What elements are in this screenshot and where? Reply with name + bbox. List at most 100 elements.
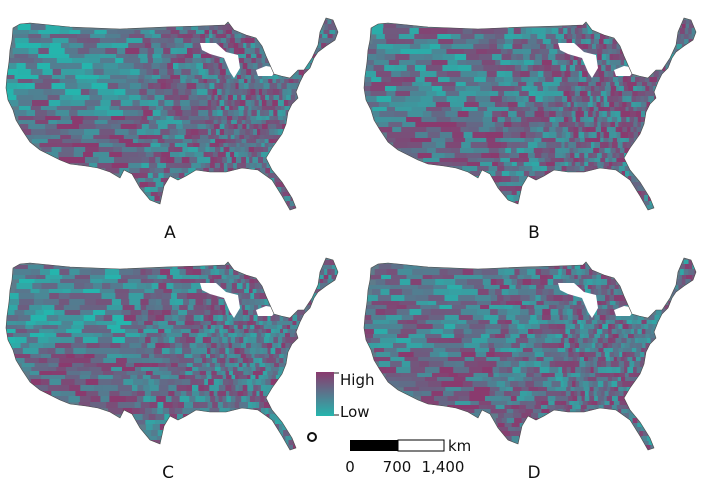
county-cell bbox=[501, 396, 512, 402]
county-cell bbox=[577, 320, 582, 325]
county-cell bbox=[225, 385, 232, 392]
county-cell bbox=[6, 305, 19, 311]
county-cell bbox=[164, 343, 171, 349]
county-cell bbox=[29, 343, 44, 349]
county-cell bbox=[60, 129, 69, 136]
county-cell bbox=[509, 285, 517, 290]
county-cell bbox=[231, 100, 235, 107]
county-cell bbox=[111, 367, 123, 372]
county-cell bbox=[255, 299, 261, 306]
county-cell bbox=[374, 117, 391, 123]
county-cell bbox=[148, 106, 157, 111]
county-cell bbox=[43, 310, 55, 316]
county-cell bbox=[597, 49, 603, 55]
county-cell bbox=[142, 363, 153, 368]
county-cell bbox=[400, 49, 418, 55]
county-cell bbox=[110, 100, 122, 107]
county-cell bbox=[522, 107, 531, 112]
county-cell bbox=[180, 337, 187, 344]
county-cell bbox=[185, 129, 192, 136]
county-cell bbox=[587, 102, 594, 108]
county-cell bbox=[574, 28, 579, 35]
county-cell bbox=[495, 138, 501, 143]
county-cell bbox=[421, 138, 432, 143]
county-cell bbox=[664, 71, 670, 78]
county-cell bbox=[386, 132, 401, 139]
county-cell bbox=[508, 329, 519, 335]
county-cell bbox=[114, 157, 129, 164]
county-cell bbox=[163, 354, 171, 359]
county-cell bbox=[209, 163, 216, 169]
county-cell bbox=[216, 265, 221, 270]
county-cell bbox=[214, 69, 221, 76]
county-cell bbox=[500, 49, 508, 55]
county-cell bbox=[461, 352, 476, 358]
county-cell bbox=[242, 89, 248, 96]
county-cell bbox=[56, 143, 73, 148]
county-cell bbox=[157, 337, 164, 344]
county-cell bbox=[544, 338, 553, 344]
county-cell bbox=[399, 301, 417, 306]
county-cell bbox=[283, 329, 288, 334]
county-cell bbox=[504, 423, 513, 428]
county-cell bbox=[529, 71, 539, 78]
county-cell bbox=[415, 77, 426, 83]
county-cell bbox=[219, 408, 226, 415]
county-cell bbox=[521, 65, 529, 72]
county-cell bbox=[200, 34, 206, 39]
county-choropleth-a bbox=[5, 17, 339, 211]
county-cell bbox=[261, 379, 266, 386]
county-cell bbox=[555, 391, 562, 397]
county-cell bbox=[266, 385, 272, 392]
county-cell bbox=[427, 132, 441, 139]
county-cell bbox=[541, 138, 549, 143]
county-cell bbox=[426, 338, 439, 344]
county-cell bbox=[198, 106, 207, 111]
county-cell bbox=[587, 338, 594, 344]
county-cell bbox=[15, 43, 29, 49]
county-cell bbox=[648, 96, 655, 103]
county-cell bbox=[451, 44, 464, 50]
county-cell bbox=[605, 357, 611, 362]
county-cell bbox=[238, 385, 244, 392]
county-cell bbox=[238, 363, 243, 368]
county-cell bbox=[152, 363, 159, 368]
county-cell bbox=[511, 191, 518, 196]
county-cell bbox=[429, 352, 440, 358]
county-cell bbox=[150, 396, 157, 403]
county-cell bbox=[626, 352, 630, 358]
county-cell bbox=[32, 283, 42, 290]
county-cell bbox=[164, 265, 173, 270]
county-cell bbox=[238, 116, 244, 121]
county-cell bbox=[111, 299, 122, 306]
county-cell bbox=[641, 117, 647, 123]
county-cell bbox=[229, 89, 235, 96]
county-cell bbox=[193, 305, 204, 311]
county-cell bbox=[174, 143, 181, 148]
county-cell bbox=[221, 75, 226, 80]
county-cell bbox=[233, 269, 239, 276]
county-cell bbox=[494, 122, 505, 128]
county-cell bbox=[564, 142, 569, 149]
county-cell bbox=[475, 96, 491, 103]
county-cell bbox=[149, 157, 156, 164]
county-cell bbox=[500, 348, 510, 353]
county-cell bbox=[594, 396, 599, 402]
county-cell bbox=[145, 337, 151, 344]
county-cell bbox=[523, 158, 530, 163]
county-cell bbox=[153, 348, 163, 355]
county-cell bbox=[259, 139, 265, 144]
county-cell bbox=[409, 44, 421, 50]
county-cell bbox=[336, 34, 338, 39]
county-cell bbox=[583, 148, 589, 154]
county-cell bbox=[405, 96, 421, 103]
county-cell bbox=[244, 279, 250, 284]
county-cell bbox=[139, 69, 147, 76]
county-cell bbox=[574, 361, 580, 368]
county-cell bbox=[58, 363, 73, 368]
county-cell bbox=[20, 129, 32, 136]
county-cell bbox=[256, 143, 262, 148]
county-cell bbox=[255, 168, 261, 174]
county-cell bbox=[395, 91, 411, 97]
county-cell bbox=[427, 148, 437, 154]
